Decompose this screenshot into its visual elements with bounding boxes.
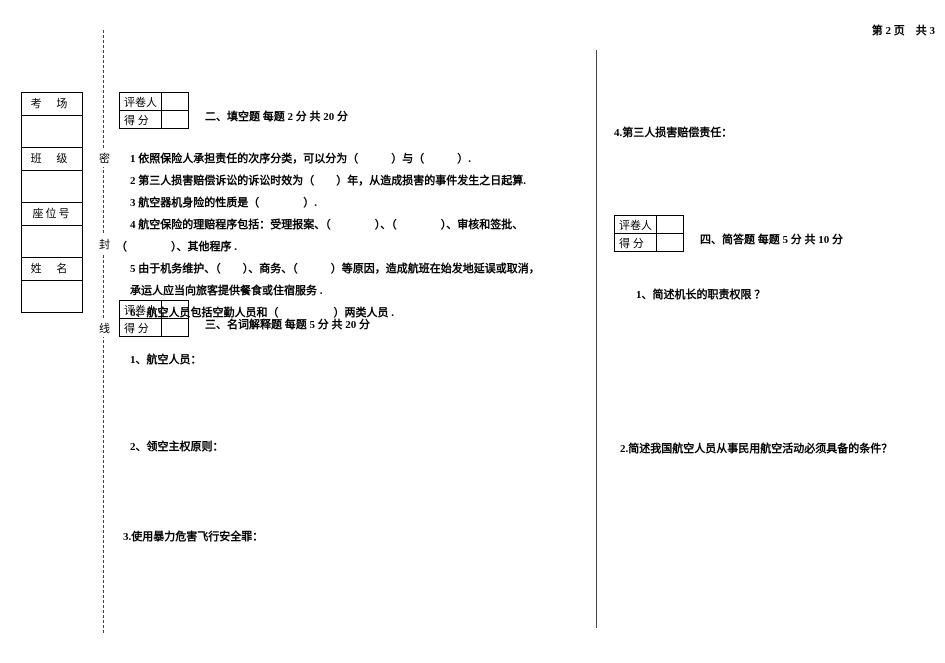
term-q3: 3.使用暴力危害飞行安全罪： — [123, 528, 263, 544]
label-name: 姓 名 — [22, 258, 82, 281]
seal-char-feng: 封 — [99, 235, 110, 253]
section-4-title: 四、简答题 每题 5 分 共 10 分 — [700, 231, 843, 247]
column-divider — [596, 50, 597, 628]
fb-q3: 3 航空器机身险的性质是（ ）. — [130, 192, 580, 214]
score-blank — [162, 319, 189, 337]
label-seat: 座位号 — [22, 203, 82, 226]
section-3-title: 三、名词解释题 每题 5 分 共 20 分 — [205, 316, 370, 332]
term-q2: 2、领空主权原则： — [130, 438, 224, 454]
section-2-title: 二、填空题 每题 2 分 共 20 分 — [205, 108, 348, 124]
seal-char-xian: 线 — [99, 319, 110, 337]
student-info-box: 考 场 班 级 座位号 姓 名 — [21, 92, 83, 313]
score-label: 得 分 — [120, 319, 162, 337]
blank-class — [22, 171, 82, 203]
blank-name — [22, 281, 82, 313]
sa-q1: 1、简述机长的职责权限 ？ — [636, 286, 765, 302]
blank-seat — [22, 226, 82, 258]
score-blank — [657, 234, 684, 252]
fb-q2: 2 第三人损害赔偿诉讼的诉讼时效为（ ）年，从造成损害的事件发生之日起算. — [130, 170, 580, 192]
seal-char-mi: 密 — [99, 149, 110, 167]
blank-exam-room — [22, 116, 82, 148]
grader-label: 评卷人 — [615, 216, 657, 234]
fb-q4a: 4 航空保险的理赔程序包括：受理报案、（ ）、（ ）、审核和签批、 — [130, 214, 580, 236]
score-blank — [162, 111, 189, 129]
sa-q2: 2.简述我国航空人员从事民用航空活动必须具备的条件？ — [620, 440, 892, 456]
grader-blank — [162, 301, 189, 319]
fb-q4b: （ ）、其他程序 . — [116, 236, 580, 258]
grader-label: 评卷人 — [120, 301, 162, 319]
fill-blank-list: 1 依照保险人承担责任的次序分类，可以分为（ ）与（ ）. 2 第三人损害赔偿诉… — [130, 148, 580, 324]
score-label: 得 分 — [615, 234, 657, 252]
grader-blank — [162, 93, 189, 111]
term-q1: 1、航空人员： — [130, 351, 202, 367]
exam-page: 第 2 页 共 3 密 封 线 考 场 班 级 座位号 姓 名 评卷人 得 分 … — [0, 0, 945, 663]
fb-q5b: 承运人应当向旅客提供餐食或住宿服务 . — [130, 280, 580, 302]
term-q4: 4.第三人损害赔偿责任： — [614, 124, 732, 140]
fb-q1: 1 依照保险人承担责任的次序分类，可以分为（ ）与（ ）. — [130, 148, 580, 170]
grader-box-s2: 评卷人 得 分 — [119, 92, 189, 129]
grader-blank — [657, 216, 684, 234]
label-class: 班 级 — [22, 148, 82, 171]
grader-box-s3: 评卷人 得 分 — [119, 300, 189, 337]
page-number: 第 2 页 共 3 — [872, 22, 935, 38]
label-exam-room: 考 场 — [22, 93, 82, 116]
score-label: 得 分 — [120, 111, 162, 129]
fb-q5a: 5 由于机务维护、（ ）、商务、（ ）等原因，造成航班在始发地延误或取消， — [130, 258, 580, 280]
grader-label: 评卷人 — [120, 93, 162, 111]
grader-box-s4: 评卷人 得 分 — [614, 215, 684, 252]
